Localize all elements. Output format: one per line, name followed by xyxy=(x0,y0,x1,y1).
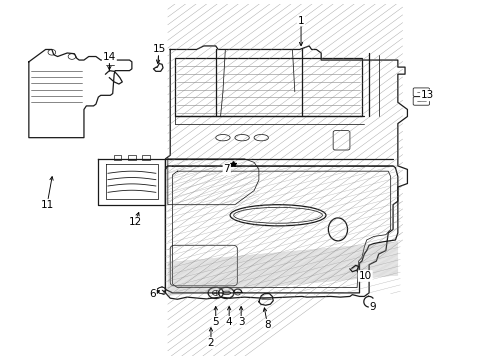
Text: 2: 2 xyxy=(207,338,214,348)
Text: 7: 7 xyxy=(223,165,230,174)
Bar xyxy=(113,155,121,159)
FancyBboxPatch shape xyxy=(170,245,237,286)
Text: 12: 12 xyxy=(128,217,142,227)
Text: 11: 11 xyxy=(41,200,54,210)
Text: 4: 4 xyxy=(225,317,232,327)
Text: 6: 6 xyxy=(149,289,156,298)
Text: 1: 1 xyxy=(297,15,304,26)
Text: 13: 13 xyxy=(420,90,433,100)
Text: 14: 14 xyxy=(102,52,116,62)
Bar xyxy=(128,155,136,159)
Text: 9: 9 xyxy=(369,302,375,312)
Bar xyxy=(142,155,150,159)
Ellipse shape xyxy=(230,205,325,226)
Text: 3: 3 xyxy=(237,317,244,327)
Text: 10: 10 xyxy=(358,271,371,281)
Text: 15: 15 xyxy=(152,45,165,54)
Text: 5: 5 xyxy=(212,317,219,327)
Text: 8: 8 xyxy=(264,320,270,330)
Bar xyxy=(175,58,361,117)
Ellipse shape xyxy=(327,218,347,241)
